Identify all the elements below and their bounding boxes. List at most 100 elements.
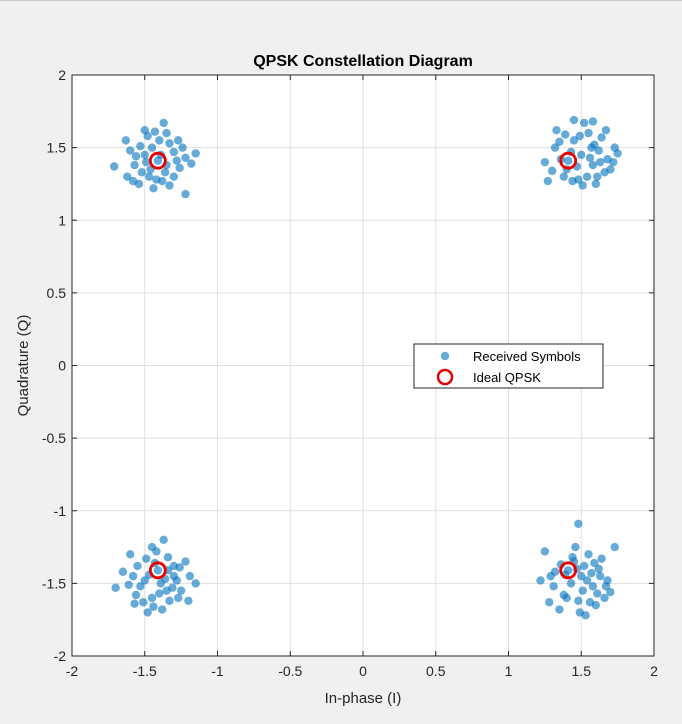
received-symbol-point [562, 593, 571, 603]
plot-title: QPSK Constellation Diagram [253, 53, 473, 70]
received-symbol-point [118, 567, 128, 576]
received-symbol-point [577, 571, 586, 581]
ideal-qpsk-point [559, 151, 578, 170]
received-symbol-point [575, 608, 584, 617]
received-symbol-point [559, 172, 568, 181]
received-symbol-point [555, 605, 564, 614]
legend-marker-received-symbols [440, 351, 450, 361]
received-symbol-point [569, 115, 579, 125]
received-symbol-point [588, 117, 598, 126]
received-symbol-point [610, 143, 619, 152]
y-tick-label: -0.5 [42, 430, 66, 446]
received-symbol-point [128, 176, 138, 186]
received-symbol-point [174, 136, 183, 145]
legend[interactable]: Received Symbols Ideal QPSK [413, 343, 604, 389]
received-symbol-point [181, 153, 190, 162]
received-symbol-point [149, 602, 158, 611]
received-symbol-point [111, 583, 120, 592]
received-symbol-point [584, 550, 593, 559]
received-symbol-point [597, 133, 606, 142]
y-tick-label: 0 [58, 358, 66, 374]
received-symbol-point [593, 589, 602, 598]
received-symbol-point [577, 150, 586, 160]
received-symbol-point [606, 587, 615, 597]
y-tick-label: 1 [58, 212, 66, 228]
received-symbol-point [561, 130, 570, 139]
received-symbol-point [187, 159, 196, 168]
received-symbol-point [131, 152, 141, 161]
received-symbol-point [140, 150, 149, 160]
received-symbol-point [582, 576, 592, 585]
received-symbol-point [545, 598, 554, 607]
received-symbol-point [159, 118, 168, 128]
ideal-qpsk-point [148, 151, 167, 170]
received-symbol-point [149, 184, 158, 193]
received-symbol-point [123, 172, 132, 181]
received-symbol-point [563, 156, 573, 165]
received-symbol-point [150, 127, 160, 136]
x-tick-label: 1.5 [572, 663, 592, 679]
received-symbol-point [584, 128, 593, 138]
x-tick-label: -1 [211, 663, 224, 679]
y-tick-label: -2 [54, 648, 67, 664]
received-symbol-point [147, 143, 157, 152]
received-symbol-point [593, 172, 602, 181]
x-tick-label: -2 [66, 663, 79, 679]
received-symbol-point [597, 554, 606, 563]
received-symbol-point [143, 608, 152, 617]
received-symbol-point [594, 146, 603, 155]
received-symbol-point [547, 166, 557, 176]
received-symbol-point [140, 125, 149, 135]
y-tick-label: 0.5 [47, 285, 67, 301]
received-symbol-point [165, 139, 174, 148]
received-symbol-point [540, 157, 550, 167]
received-symbol-point [600, 168, 609, 177]
ideal-qpsk-point [148, 561, 167, 580]
received-symbol-point [174, 593, 183, 603]
received-symbol-point [575, 131, 584, 141]
received-symbol-point [536, 576, 545, 585]
legend-label-received-symbols: Received Symbols [473, 349, 581, 364]
received-symbol-point [169, 147, 179, 157]
received-symbol-point [552, 125, 561, 135]
x-tick-label: 1 [505, 663, 513, 679]
received-symbol-point [601, 582, 611, 591]
received-symbol-point [555, 137, 564, 147]
received-symbol-point [579, 118, 589, 128]
legend-box [413, 343, 604, 389]
received-symbol-point [578, 181, 587, 190]
received-symbol-point [549, 582, 558, 591]
received-symbol-point [140, 576, 149, 585]
received-symbol-point [609, 157, 618, 167]
received-symbol-point [153, 566, 163, 575]
received-symbol-point [178, 143, 187, 152]
received-symbol-point [130, 160, 139, 170]
received-symbol-point [574, 519, 583, 529]
received-symbol-point [588, 582, 598, 591]
received-symbol-point [155, 136, 164, 145]
received-symbol-point [191, 579, 200, 588]
received-symbol-point [159, 535, 168, 544]
received-symbol-point [566, 579, 576, 588]
received-symbol-point [585, 598, 595, 607]
received-symbol-point [184, 596, 193, 606]
received-symbol-point [136, 141, 145, 151]
received-symbol-point [590, 558, 599, 568]
y-tick-label: -1 [54, 503, 67, 519]
received-symbol-point [595, 157, 605, 167]
received-symbol-point [595, 571, 605, 581]
received-symbol-point [109, 162, 119, 171]
received-symbol-point [568, 553, 577, 562]
received-symbol-point [128, 571, 138, 581]
x-tick-label: 2 [650, 663, 658, 679]
received-symbol-point [181, 557, 190, 566]
received-symbol-point [172, 156, 181, 165]
axis-ticks: -2 -1.5 -1 -0.5 0 0.5 1 1.5 2 -2 -1.5 -1 -0.5 0 0.5 1 1.… [42, 67, 658, 679]
received-symbol-point [126, 146, 135, 155]
received-symbol-point [126, 550, 135, 559]
received-symbol-point [144, 172, 154, 181]
received-symbol-point [546, 571, 555, 581]
received-symbol-point [578, 586, 587, 595]
received-symbol-point [124, 580, 133, 590]
